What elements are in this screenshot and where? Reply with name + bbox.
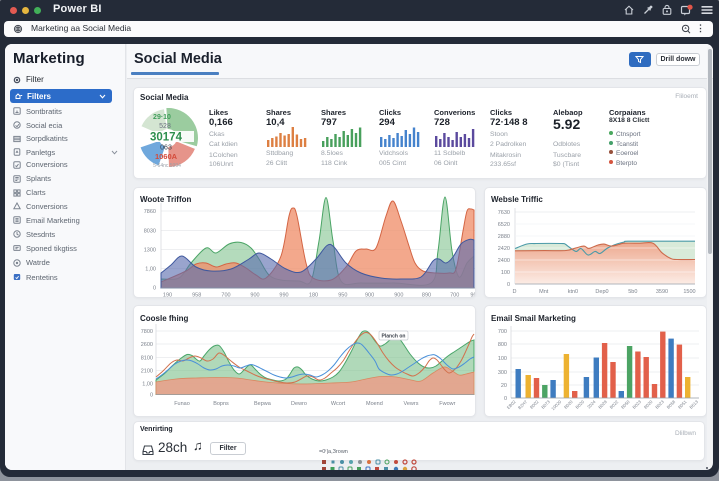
svg-text:890: 890 — [422, 293, 431, 299]
svg-text:190: 190 — [163, 293, 172, 299]
svg-text:300: 300 — [498, 370, 507, 376]
svg-text:958: 958 — [192, 293, 201, 299]
svg-text:700: 700 — [221, 293, 230, 299]
svg-text:6520: 6520 — [498, 222, 510, 228]
svg-text:900: 900 — [394, 293, 403, 299]
svg-text:2400: 2400 — [498, 258, 510, 264]
svg-text:Mnt: Mnt — [539, 289, 549, 295]
svg-text:B2H7: B2H7 — [517, 399, 529, 411]
svg-text:180: 180 — [309, 293, 318, 299]
svg-text:Fwowr: Fwowr — [439, 401, 455, 407]
svg-text:30174: 30174 — [150, 132, 183, 144]
svg-text:1300: 1300 — [144, 248, 156, 254]
svg-text:Bopns: Bopns — [213, 401, 229, 407]
svg-text:ktn0: ktn0 — [568, 289, 578, 295]
svg-text:1,00: 1,00 — [142, 382, 153, 388]
svg-text:B028: B028 — [597, 399, 608, 410]
svg-text:29·10: 29·10 — [153, 114, 171, 121]
svg-text:D: D — [513, 289, 517, 295]
svg-text:Dewro: Dewro — [291, 401, 307, 407]
svg-text:Planch on: Planch on — [382, 334, 406, 340]
svg-text:0: 0 — [504, 396, 507, 402]
svg-text:900: 900 — [365, 293, 374, 299]
svg-text:7800: 7800 — [141, 329, 153, 335]
svg-text:0: 0 — [153, 286, 156, 292]
svg-text:2420: 2420 — [498, 246, 510, 252]
svg-text:Funao: Funao — [174, 401, 190, 407]
svg-text:5-64nc.5994: 5-64nc.5994 — [153, 163, 181, 169]
svg-text:B020: B020 — [643, 399, 654, 410]
svg-text:7860: 7860 — [144, 209, 156, 215]
svg-text:1500: 1500 — [683, 289, 695, 295]
svg-text:1060A: 1060A — [155, 152, 178, 161]
svg-text:700: 700 — [498, 329, 507, 335]
svg-text:2024: 2024 — [586, 399, 597, 410]
svg-text:10020: 10020 — [550, 399, 562, 411]
svg-text:100: 100 — [498, 356, 507, 362]
svg-text:2600: 2600 — [141, 342, 153, 348]
svg-text:5b0: 5b0 — [628, 289, 637, 295]
svg-text:Bepwa: Bepwa — [254, 401, 272, 407]
svg-text:100: 100 — [501, 270, 510, 276]
svg-text:0: 0 — [507, 282, 510, 288]
svg-text:8030: 8030 — [144, 229, 156, 235]
svg-text:B050: B050 — [620, 399, 631, 410]
svg-text:0: 0 — [150, 393, 153, 399]
svg-text:900: 900 — [470, 293, 476, 299]
svg-text:990: 990 — [279, 293, 288, 299]
svg-text:B020: B020 — [563, 399, 574, 410]
svg-text:B058: B058 — [666, 399, 677, 410]
svg-text:B073: B073 — [540, 399, 551, 410]
svg-text:2880: 2880 — [498, 234, 510, 240]
svg-text:B023: B023 — [631, 399, 642, 410]
svg-text:800: 800 — [498, 342, 507, 348]
svg-text:B020: B020 — [574, 399, 585, 410]
svg-text:EB02: EB02 — [506, 399, 517, 410]
svg-text:528: 528 — [159, 123, 171, 130]
svg-text:900: 900 — [250, 293, 259, 299]
svg-text:B002: B002 — [529, 399, 540, 410]
svg-text:7630: 7630 — [498, 210, 510, 216]
svg-text:700: 700 — [450, 293, 459, 299]
svg-text:950: 950 — [338, 293, 347, 299]
svg-text:B513: B513 — [688, 399, 699, 410]
svg-text:B051: B051 — [677, 399, 688, 410]
svg-text:Vewrs: Vewrs — [404, 401, 419, 407]
svg-text:063: 063 — [160, 145, 172, 152]
svg-text:8100: 8100 — [141, 356, 153, 362]
svg-text:B022: B022 — [609, 399, 620, 410]
svg-text:Moend: Moend — [366, 401, 383, 407]
svg-text:Wcort: Wcort — [331, 401, 346, 407]
svg-text:1,00: 1,00 — [145, 267, 156, 273]
svg-text:2100: 2100 — [141, 369, 153, 375]
svg-text:B023: B023 — [654, 399, 665, 410]
svg-text:20: 20 — [501, 383, 507, 389]
svg-text:Dep0: Dep0 — [595, 289, 608, 295]
svg-text:3590: 3590 — [656, 289, 668, 295]
